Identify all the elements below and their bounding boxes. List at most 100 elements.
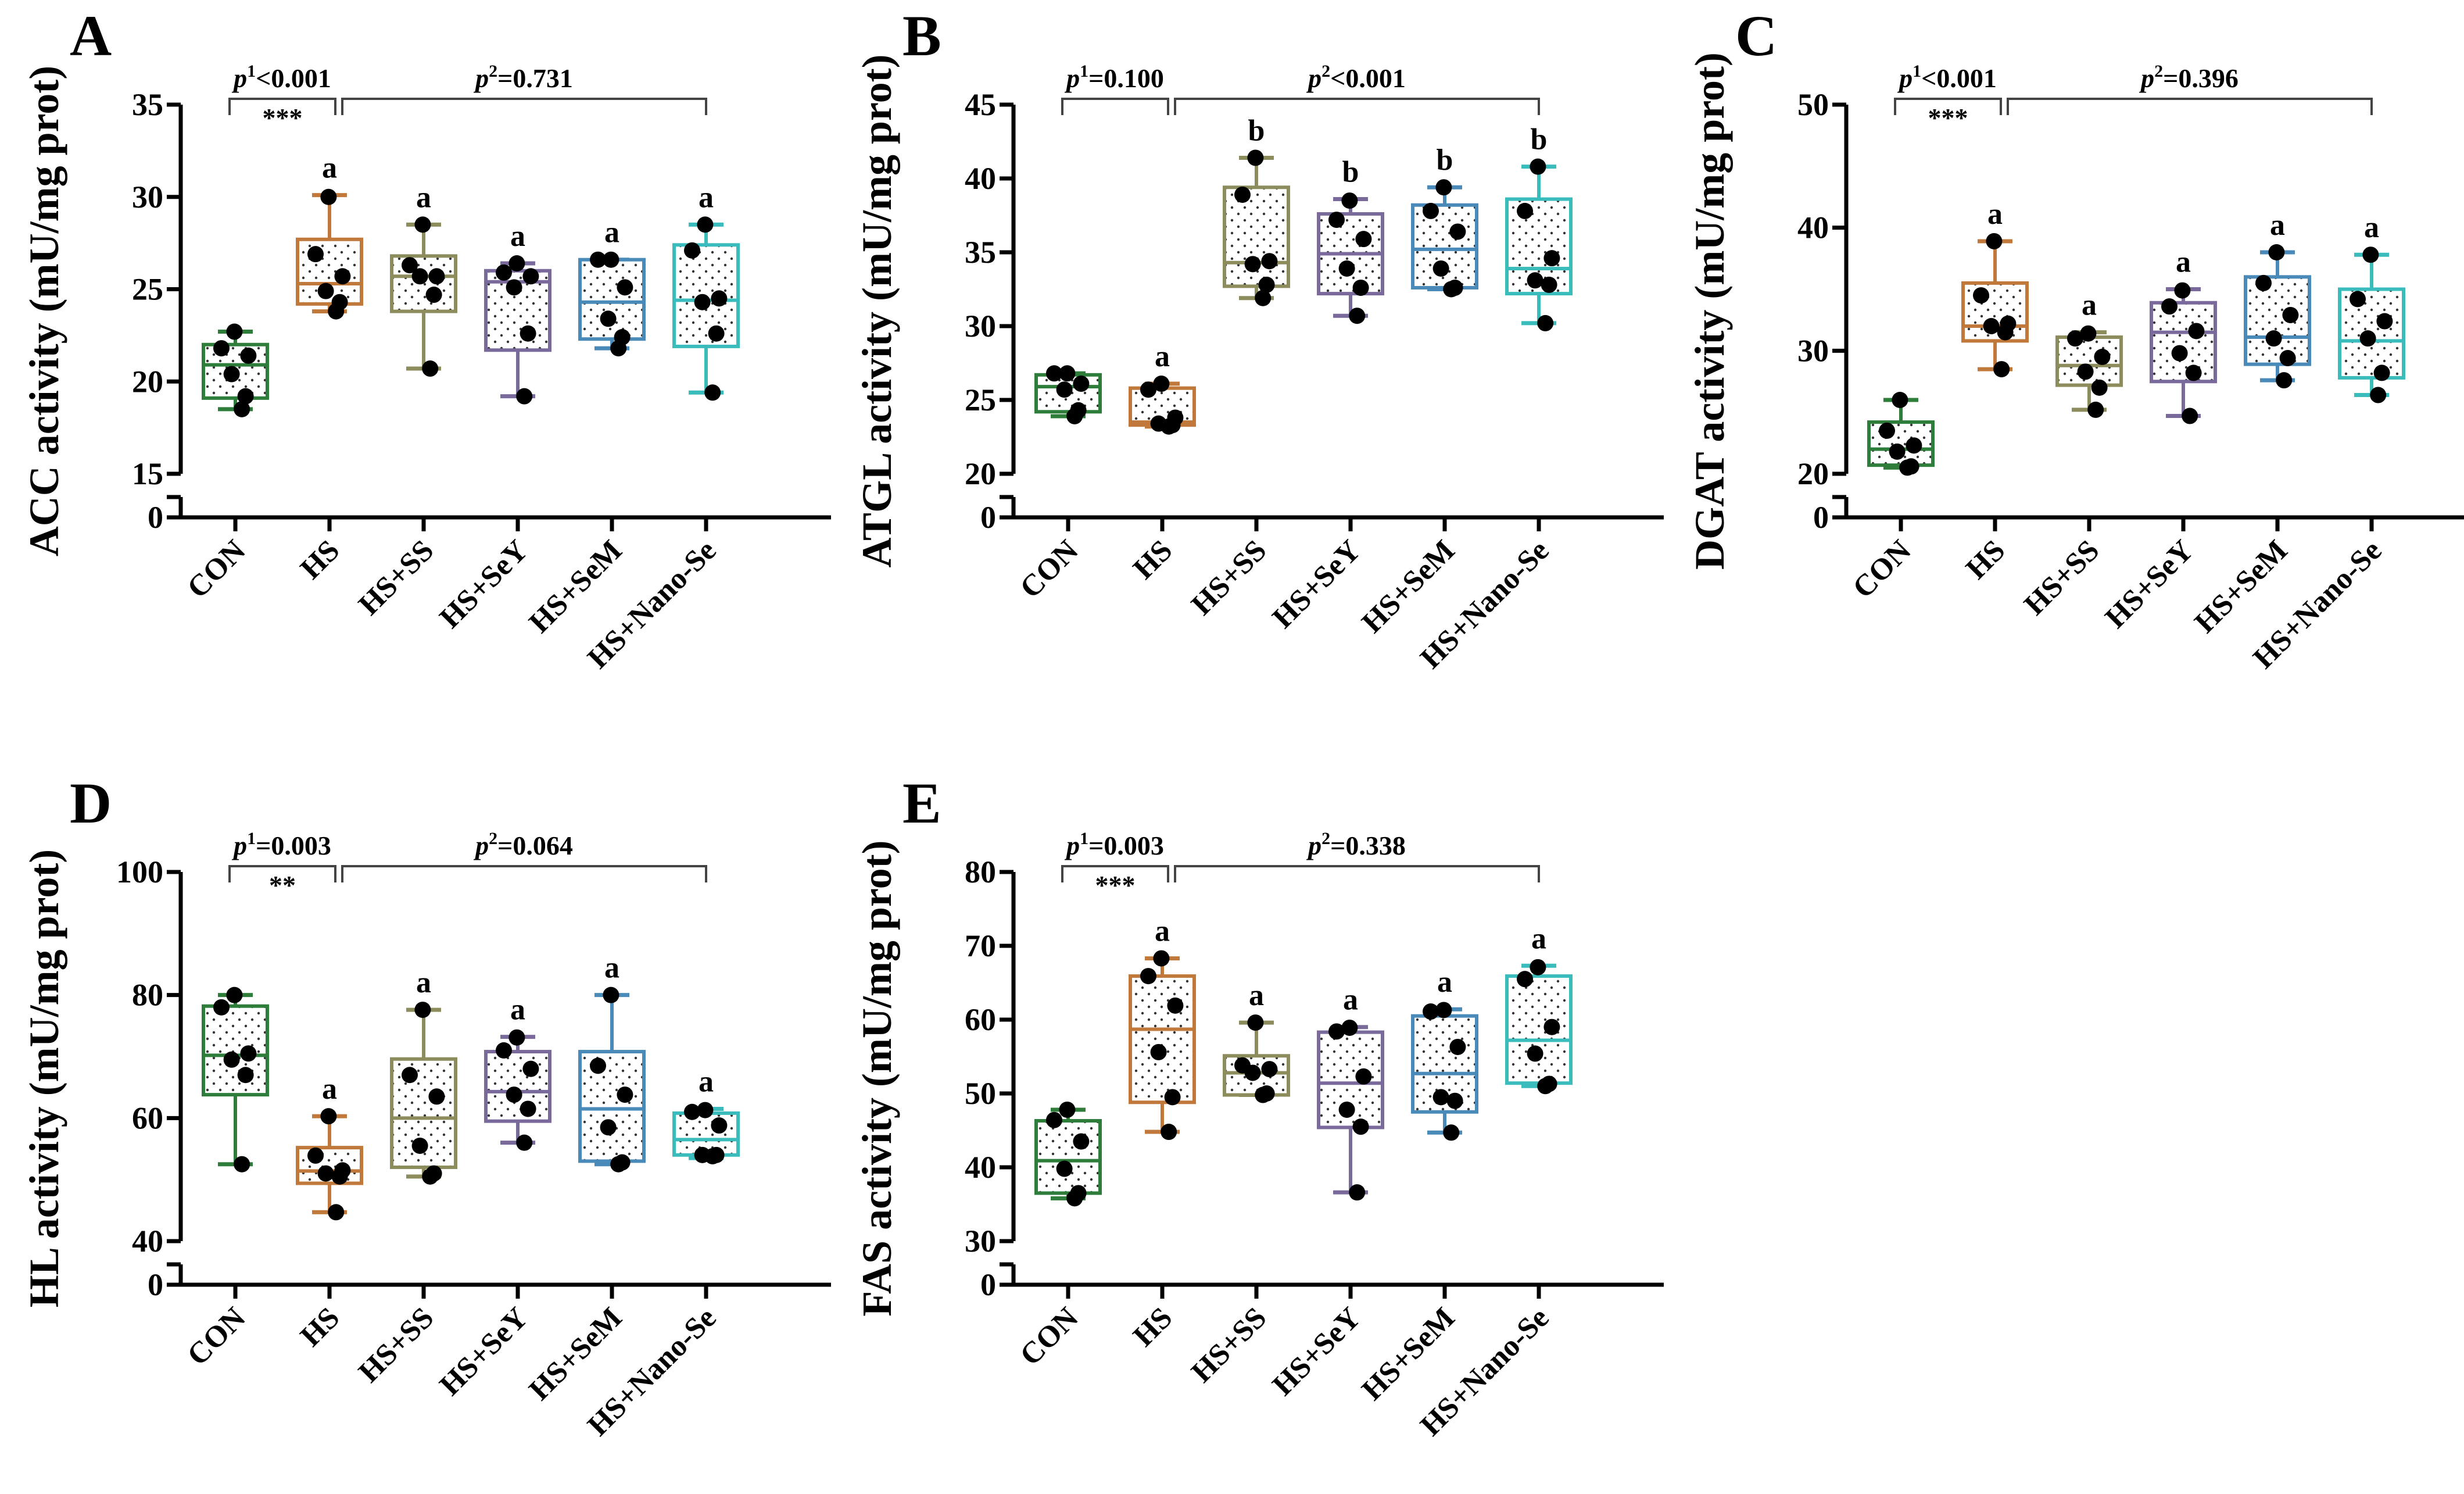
panel-letter: D <box>70 771 112 835</box>
data-point <box>506 1086 522 1103</box>
data-point <box>1530 158 1546 175</box>
x-tick-label: HS+SS <box>1185 1301 1273 1389</box>
significance-letter: a <box>322 152 337 185</box>
box-hs: a <box>1129 340 1196 435</box>
y-axis-label: FAS activity (mU/mg prot) <box>854 840 900 1316</box>
data-point <box>1338 1101 1355 1118</box>
box-hs-ss: a <box>390 966 457 1185</box>
box-hs-sey: a <box>484 993 551 1151</box>
significance-stars: *** <box>1928 103 1968 133</box>
data-point <box>1983 318 2000 334</box>
data-point <box>1059 365 1076 382</box>
panel-d: DHL activity (mU/mg prot) 40 60 80 100 0 CON HS… <box>21 771 831 1442</box>
y-tick-label: 35 <box>132 87 163 122</box>
data-point <box>1973 287 1989 304</box>
p-superscript: 1 <box>1913 62 1921 81</box>
p2-label: p2=0.338 <box>1306 829 1406 860</box>
data-point <box>684 242 700 259</box>
p-symbol: p <box>1064 831 1080 860</box>
panel-letter: A <box>70 3 112 68</box>
panel-letter: C <box>1735 3 1777 68</box>
data-point <box>402 1067 418 1084</box>
y-tick-label-zero: 0 <box>148 1267 163 1302</box>
data-point <box>2268 244 2285 260</box>
data-point <box>1255 289 1272 306</box>
iqr-box <box>202 1004 269 1097</box>
iqr-box <box>1223 185 1290 288</box>
data-point <box>2255 274 2272 291</box>
y-tick-label: 15 <box>132 456 163 491</box>
data-point <box>697 216 714 233</box>
data-point <box>697 1102 714 1118</box>
data-point <box>711 1117 728 1134</box>
x-tick-label: HS+SS <box>352 1301 440 1389</box>
p-symbol: p <box>473 831 489 860</box>
data-point <box>226 323 243 340</box>
data-point <box>1541 276 1557 293</box>
box-hs-sey: b <box>1317 156 1384 324</box>
data-point <box>422 360 439 377</box>
p-value: =0.338 <box>1330 831 1406 860</box>
data-point <box>1423 202 1439 219</box>
data-point <box>237 1067 254 1084</box>
x-tick-label: HS <box>294 534 346 585</box>
data-point <box>317 1165 334 1182</box>
data-point <box>1349 1184 1366 1201</box>
data-point <box>610 340 627 357</box>
data-point <box>2067 330 2083 347</box>
data-point <box>508 1029 525 1046</box>
data-point <box>496 1042 512 1059</box>
data-point <box>603 987 619 1003</box>
data-point <box>1449 223 1466 240</box>
data-point <box>320 1108 337 1125</box>
p-value: =0.731 <box>497 63 573 93</box>
p1-label: p1=0.003 <box>231 829 331 860</box>
data-point <box>2376 313 2393 330</box>
x-tick-label: HS <box>1127 1301 1179 1353</box>
data-point <box>684 1103 700 1120</box>
p-symbol: p <box>1306 63 1321 93</box>
bracket-p2 <box>341 865 707 882</box>
data-point <box>1537 1078 1554 1095</box>
y-tick-label-zero: 0 <box>980 500 996 535</box>
data-point <box>1150 1043 1167 1060</box>
data-point <box>213 999 230 1016</box>
data-point <box>590 251 606 268</box>
p1-label: p1=0.100 <box>1064 62 1164 93</box>
box-hs-ss: b <box>1223 114 1290 306</box>
data-point <box>704 1148 721 1164</box>
bracket-p2 <box>1174 865 1540 882</box>
data-point <box>2091 379 2108 396</box>
data-point <box>331 1168 348 1185</box>
significance-stars: *** <box>263 103 303 133</box>
y-axis-label: HL activity (mU/mg prot) <box>21 849 67 1308</box>
significance-letter: a <box>1249 979 1264 1012</box>
data-point <box>1059 1101 1076 1118</box>
p-symbol: p <box>231 831 247 860</box>
x-tick-label: HS+SeY <box>434 1301 535 1402</box>
bracket-p1 <box>228 98 336 115</box>
data-point <box>1056 381 1073 398</box>
data-point <box>603 251 619 268</box>
significance-letter: a <box>2364 211 2379 244</box>
iqr-box <box>1129 974 1196 1105</box>
y-tick-label: 60 <box>965 1002 996 1037</box>
data-point <box>1899 459 1916 476</box>
y-tick-label: 45 <box>965 87 996 122</box>
p-symbol: p <box>2139 63 2154 93</box>
data-point <box>2265 330 2282 347</box>
data-point <box>1906 437 1922 454</box>
y-tick-label: 40 <box>132 1224 163 1259</box>
y-tick-label: 80 <box>132 978 163 1013</box>
data-point <box>223 366 240 383</box>
iqr-box <box>484 269 551 352</box>
data-point <box>411 1137 428 1154</box>
p2-label: p2<0.001 <box>1306 62 1406 93</box>
y-axis-label: DGAT activity (mU/mg prot) <box>1686 52 1733 570</box>
box-hs-sem: a <box>578 216 646 357</box>
data-point <box>425 287 442 303</box>
p-symbol: p <box>231 63 247 93</box>
data-point <box>414 1002 431 1018</box>
data-point <box>1258 276 1275 293</box>
